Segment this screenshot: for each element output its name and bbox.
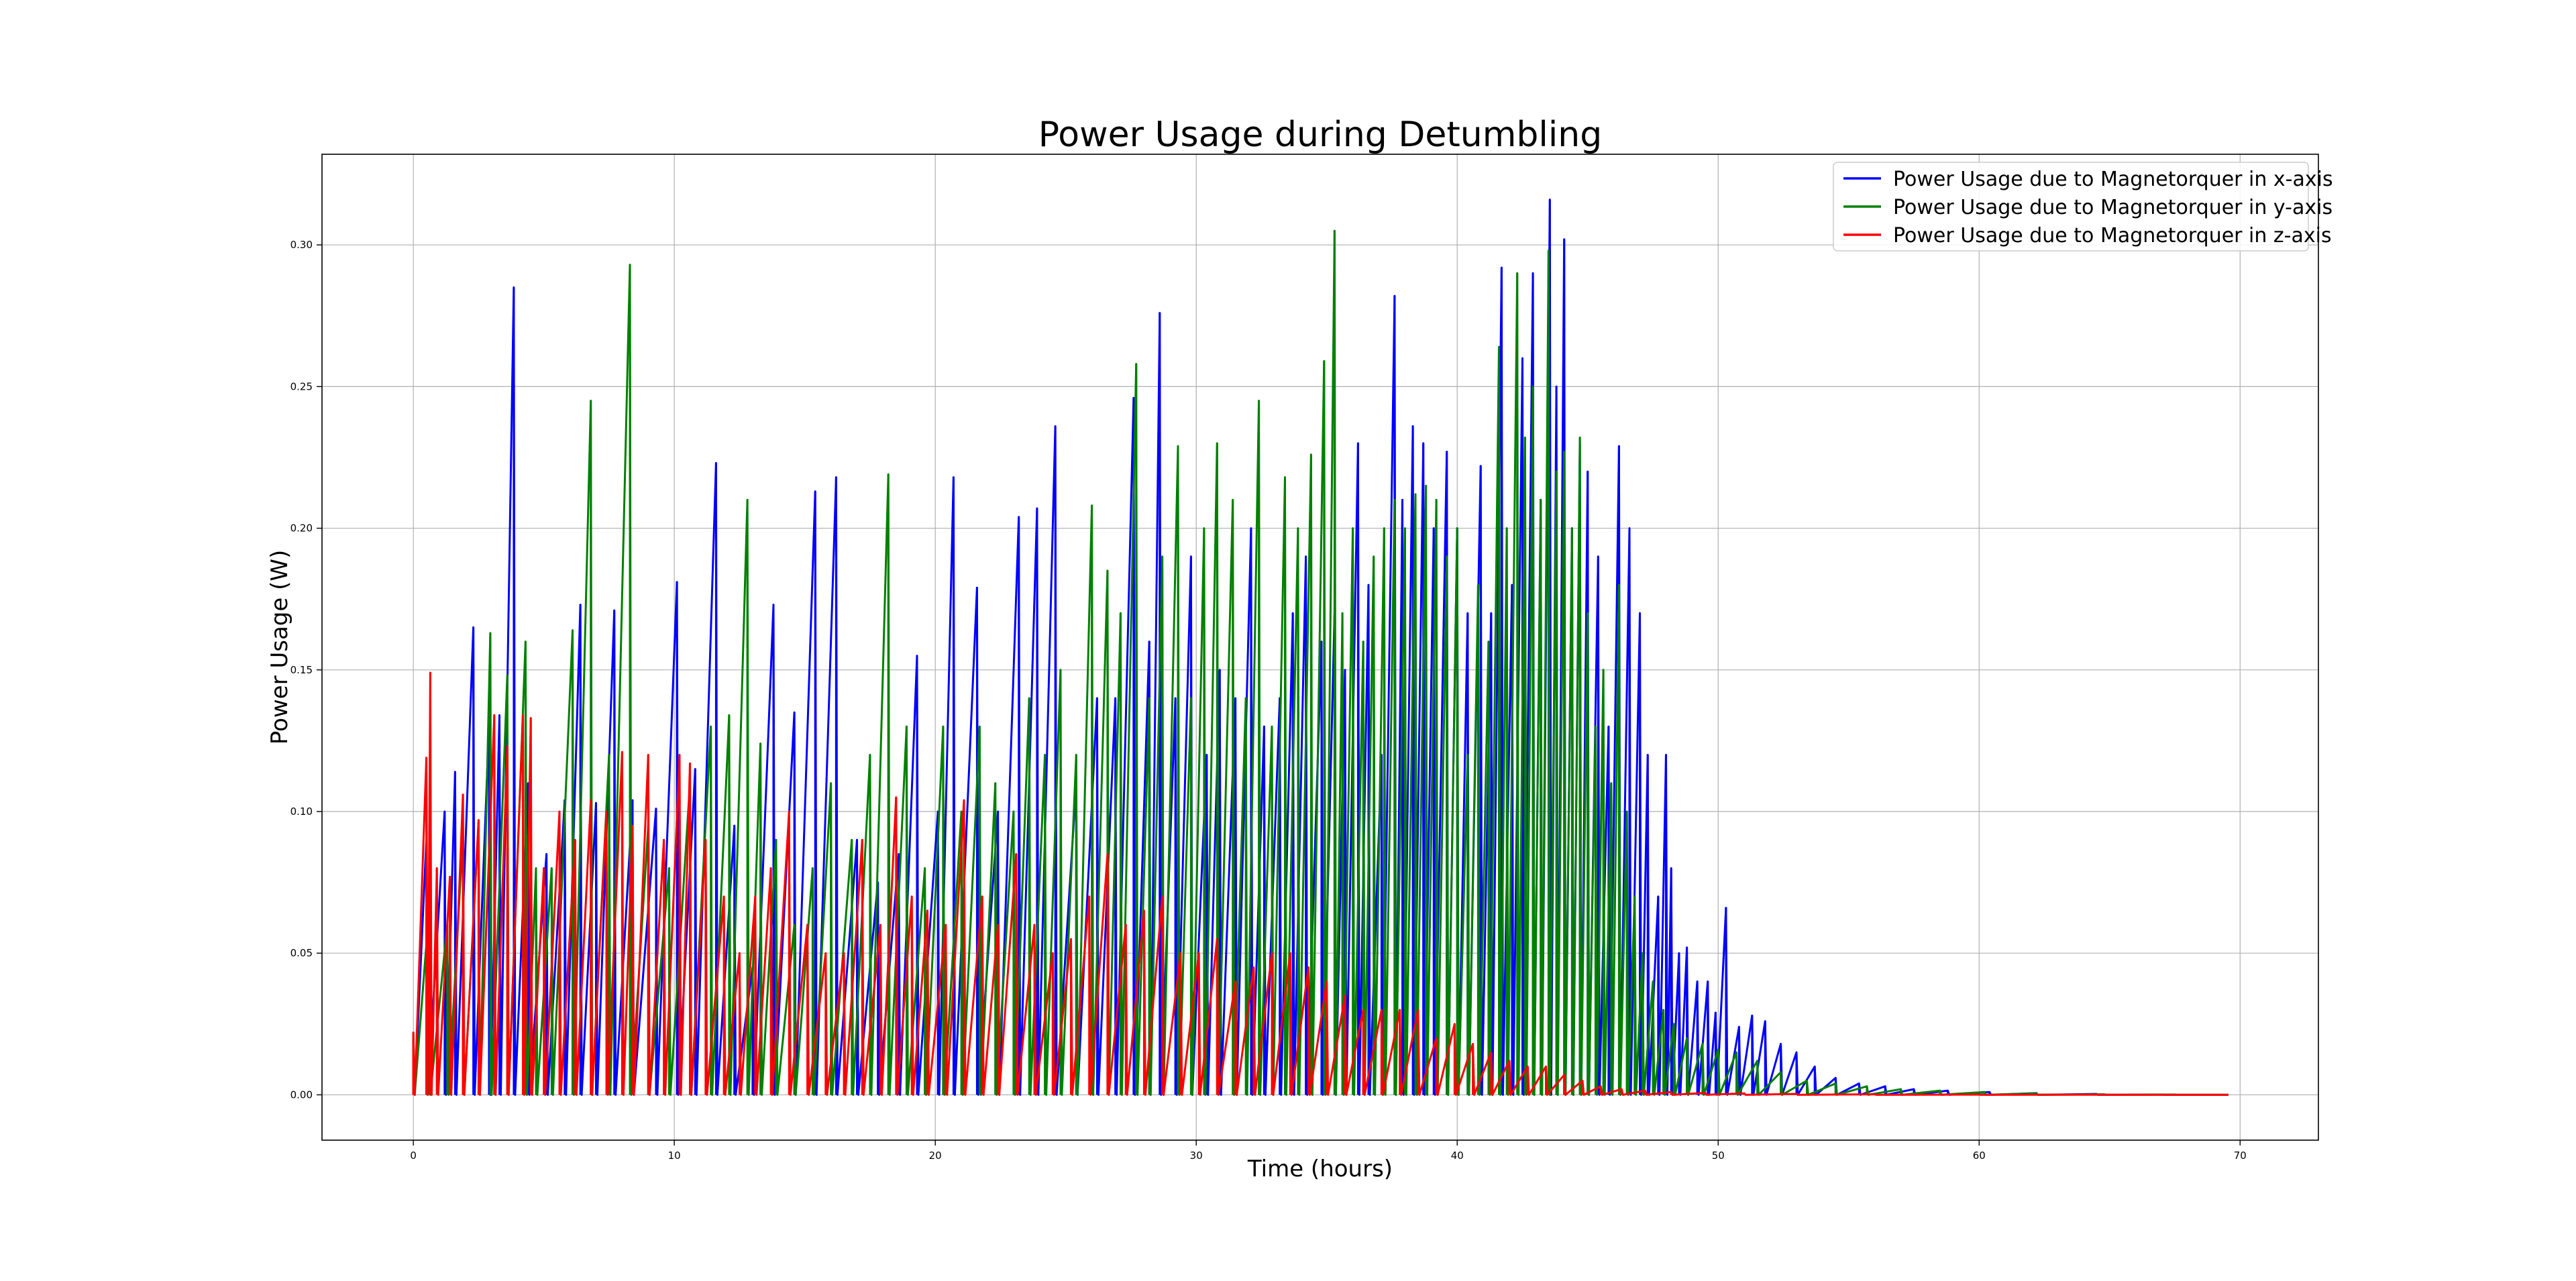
x-tick-label: 10 — [668, 1150, 681, 1162]
legend-label: Power Usage due to Magnetorquer in x-axi… — [1893, 168, 2333, 191]
y-tick-label: 0.30 — [290, 239, 313, 251]
x-tick-label: 20 — [929, 1150, 942, 1162]
y-tick-label: 0.05 — [290, 947, 313, 959]
y-tick-label: 0.20 — [290, 522, 313, 535]
y-tick-label: 0.25 — [290, 380, 313, 392]
grid — [322, 154, 2318, 1140]
legend-label: Power Usage due to Magnetorquer in y-axi… — [1893, 196, 2332, 219]
series-3 — [412, 671, 2229, 1096]
series-2 — [412, 229, 2229, 1096]
y-axis-label: Power Usage (W) — [266, 550, 293, 745]
x-tick-label: 30 — [1190, 1150, 1203, 1162]
legend-label: Power Usage due to Magnetorquer in z-axi… — [1893, 224, 2332, 247]
x-tick-label: 70 — [2234, 1150, 2247, 1162]
plot-frame — [321, 154, 2319, 1141]
y-tick-label: 0.10 — [290, 805, 313, 818]
x-tick-label: 50 — [1712, 1150, 1725, 1162]
axis-ticks: 0 10 20 30 40 50 60 70 0.00 0.05 0.10 0.15 0.20 0.25 0… — [290, 239, 2247, 1162]
chart-title: Power Usage during Detumbling — [1038, 115, 1602, 155]
legend: Power Usage due to Magnetorquer in x-axi… — [1833, 162, 2333, 252]
x-tick-label: 40 — [1451, 1150, 1464, 1162]
plot-series — [412, 199, 2229, 1096]
legend-frame — [1833, 162, 2309, 252]
x-tick-label: 0 — [410, 1150, 417, 1162]
x-tick-label: 60 — [1973, 1150, 1986, 1162]
y-tick-label: 0.15 — [290, 664, 313, 676]
y-tick-label: 0.00 — [290, 1089, 313, 1101]
x-axis-label: Time (hours) — [1247, 1156, 1393, 1182]
